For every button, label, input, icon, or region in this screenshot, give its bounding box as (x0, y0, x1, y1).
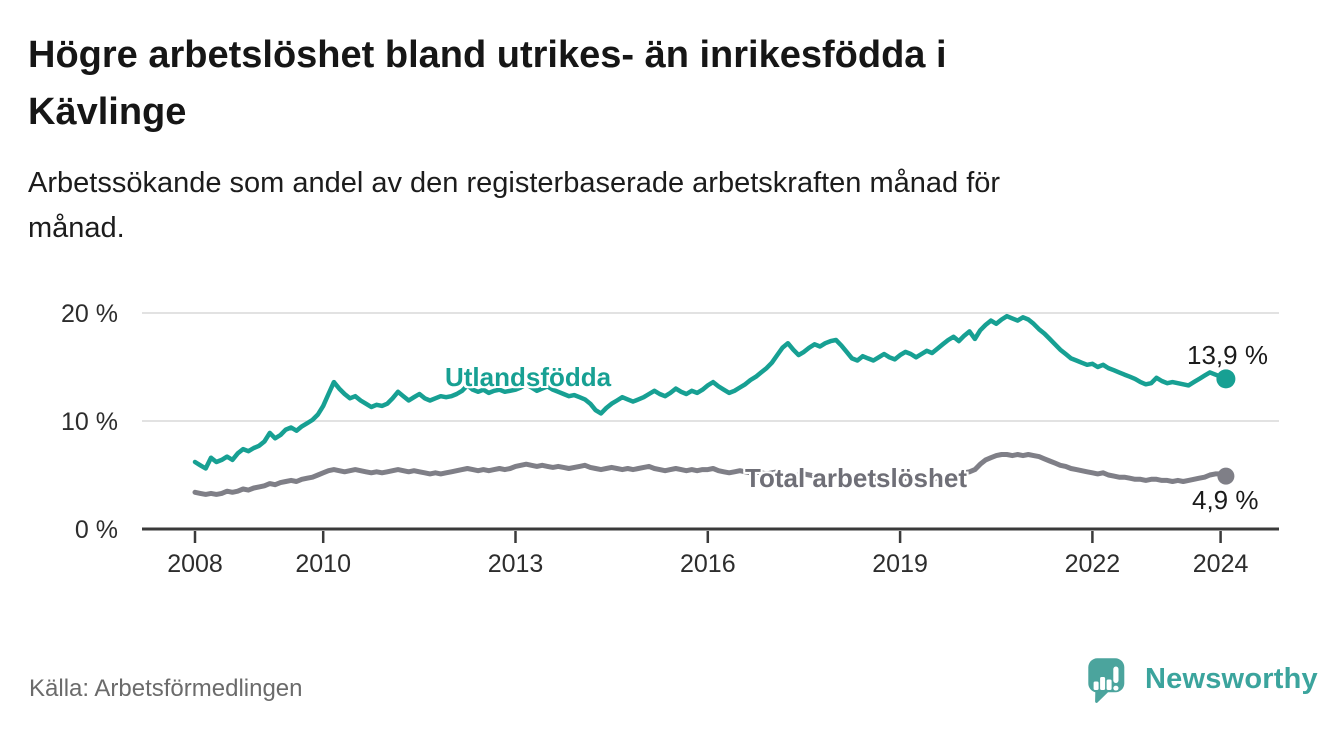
x-axis-tick-label: 2016 (680, 550, 736, 578)
x-axis-tick-label: 2022 (1065, 550, 1121, 578)
end-value-label-utlandsfodda: 13,9 % (1187, 340, 1268, 370)
chart-subtitle-line2: månad. (28, 212, 125, 244)
page-title-line1: Högre arbetslöshet bland utrikes- än inr… (28, 34, 947, 76)
series-label-total-arbetsloshet: Total arbetslöshet (745, 463, 968, 493)
logo-exclamation-dot (1113, 685, 1119, 691)
logo-bar-1 (1093, 681, 1099, 690)
logo-exclamation-stem (1113, 666, 1119, 683)
x-axis-tick-label: 2008 (167, 550, 223, 578)
source-attribution: Källa: Arbetsförmedlingen (29, 675, 303, 702)
logo-bar-2 (1100, 677, 1106, 690)
end-value-label-total-arbetsloshet: 4,9 % (1192, 485, 1259, 515)
newsworthy-logo: Newsworthy (1086, 656, 1318, 706)
total-arbetsloshet-line (192, 452, 1229, 497)
page-title-line2: Kävlinge (28, 91, 187, 133)
y-axis-tick-label: 0 % (75, 516, 118, 544)
logo-bar-3 (1106, 679, 1112, 690)
utlandsfodda-line (192, 313, 1229, 471)
total-arbetsloshet-end-dot (1217, 467, 1235, 485)
utlandsfodda-end-dot (1216, 369, 1236, 389)
y-axis-tick-label: 10 % (61, 408, 118, 436)
series-label-utlandsfodda: Utlandsfödda (445, 362, 612, 392)
page-title: Högre arbetslöshet bland utrikes- än inr… (28, 27, 947, 141)
chart-subtitle: Arbetssökande som andel av den registerb… (28, 161, 1000, 251)
x-axis-tick-label: 2019 (872, 550, 928, 578)
y-axis-tick-label: 20 % (61, 300, 118, 328)
x-axis-tick-label: 2013 (488, 550, 544, 578)
speech-bubble-shape (1088, 658, 1125, 703)
chart-subtitle-line1: Arbetssökande som andel av den registerb… (28, 167, 1001, 199)
newsworthy-speech-bubble-bar-chart-icon (1088, 658, 1125, 703)
newsworthy-wordmark: Newsworthy (1145, 663, 1318, 695)
x-axis-tick-label: 2024 (1193, 550, 1249, 578)
x-axis-tick-label: 2010 (295, 550, 351, 578)
